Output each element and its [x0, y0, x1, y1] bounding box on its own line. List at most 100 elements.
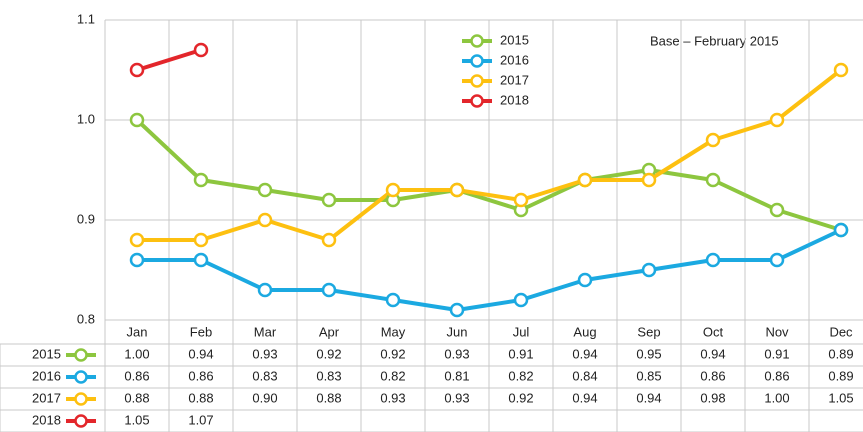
legend-label: 2018	[500, 92, 529, 107]
table-cell: 0.91	[764, 346, 789, 361]
table-cell: 0.94	[572, 390, 597, 405]
table-cell: 0.92	[380, 346, 405, 361]
data-point	[641, 262, 657, 278]
data-point	[385, 292, 401, 308]
data-point	[577, 172, 593, 188]
table-cell: 0.94	[636, 390, 661, 405]
y-tick-label: 1.1	[77, 11, 95, 26]
legend-entry: 2017	[462, 72, 529, 88]
legend-marker	[74, 392, 88, 406]
table-cell: 1.00	[124, 346, 149, 361]
table-cell: 0.93	[380, 390, 405, 405]
x-tick-label: Jul	[513, 324, 530, 339]
table-cell: 0.83	[252, 368, 277, 383]
table-cell: 1.05	[124, 412, 149, 427]
legend-marker	[470, 74, 484, 88]
x-tick-label: Dec	[829, 324, 853, 339]
table-cell: 0.89	[828, 368, 853, 383]
table-cell: 0.86	[764, 368, 789, 383]
table-cell: 0.86	[700, 368, 725, 383]
series-line	[137, 68, 843, 242]
data-point	[193, 172, 209, 188]
data-point	[449, 302, 465, 318]
table-cell: 0.93	[444, 346, 469, 361]
data-point	[321, 232, 337, 248]
data-point	[129, 62, 145, 78]
table-cell: 0.84	[572, 368, 597, 383]
table-cell: 0.82	[380, 368, 405, 383]
table-cell: 0.89	[828, 346, 853, 361]
table-cell: 0.88	[316, 390, 341, 405]
data-point	[321, 282, 337, 298]
table-cell: 0.94	[572, 346, 597, 361]
legend-entry: 2018	[462, 92, 529, 108]
data-point	[321, 192, 337, 208]
table-cell: 0.81	[444, 368, 469, 383]
series-line	[135, 118, 842, 232]
data-point	[833, 62, 849, 78]
data-point	[129, 232, 145, 248]
x-tick-label: Aug	[573, 324, 596, 339]
y-tick-label: 1.0	[77, 111, 95, 126]
x-tick-label: Sep	[637, 324, 660, 339]
table-cell: 0.92	[508, 390, 533, 405]
legend-entry: 2015	[462, 32, 529, 48]
table-cell: 0.93	[252, 346, 277, 361]
data-point	[513, 292, 529, 308]
data-point	[129, 112, 145, 128]
table-cell: 0.94	[700, 346, 725, 361]
table-cell: 0.91	[508, 346, 533, 361]
y-tick-label: 0.8	[77, 311, 95, 326]
table-cell: 0.93	[444, 390, 469, 405]
data-point	[257, 182, 273, 198]
x-tick-label: Mar	[254, 324, 277, 339]
data-point	[129, 252, 145, 268]
legend-marker	[74, 370, 88, 384]
legend-marker	[470, 34, 484, 48]
table-cell: 0.90	[252, 390, 277, 405]
data-point	[705, 252, 721, 268]
data-point	[705, 172, 721, 188]
table-cell: 0.95	[636, 346, 661, 361]
legend-label: 2017	[500, 72, 529, 87]
x-tick-label: Apr	[319, 324, 340, 339]
x-tick-label: Jan	[127, 324, 148, 339]
legend-label: 2015	[500, 32, 529, 47]
x-tick-label: Feb	[190, 324, 212, 339]
y-tick-label: 0.9	[77, 211, 95, 226]
table-cell: 1.07	[188, 412, 213, 427]
x-tick-label: Jun	[447, 324, 468, 339]
annotation: Base – February 2015	[650, 33, 779, 48]
data-point	[193, 252, 209, 268]
data-point	[705, 132, 721, 148]
table-cell: 0.86	[188, 368, 213, 383]
table-cell: 0.85	[636, 368, 661, 383]
legend-marker	[470, 54, 484, 68]
table-row-label: 2016	[32, 368, 61, 383]
data-point	[193, 232, 209, 248]
data-point	[577, 272, 593, 288]
x-tick-label: Nov	[765, 324, 789, 339]
table-cell: 0.83	[316, 368, 341, 383]
data-point	[833, 222, 849, 238]
table-cell: 0.92	[316, 346, 341, 361]
x-tick-label: Oct	[703, 324, 724, 339]
data-point	[385, 182, 401, 198]
table-row-label: 2015	[32, 346, 61, 361]
table-row-label: 2018	[32, 412, 61, 427]
table-cell: 1.00	[764, 390, 789, 405]
series-line	[136, 48, 202, 72]
table-row-label: 2017	[32, 390, 61, 405]
legend-marker	[470, 94, 484, 108]
x-tick-label: May	[381, 324, 406, 339]
legend-marker	[74, 348, 88, 362]
legend-entry: 2016	[462, 52, 529, 68]
table-cell: 0.86	[124, 368, 149, 383]
table-cell: 0.98	[700, 390, 725, 405]
data-point	[257, 212, 273, 228]
table-cell: 0.82	[508, 368, 533, 383]
series-line	[137, 228, 842, 312]
legend-label: 2016	[500, 52, 529, 67]
table-cell: 0.88	[188, 390, 213, 405]
